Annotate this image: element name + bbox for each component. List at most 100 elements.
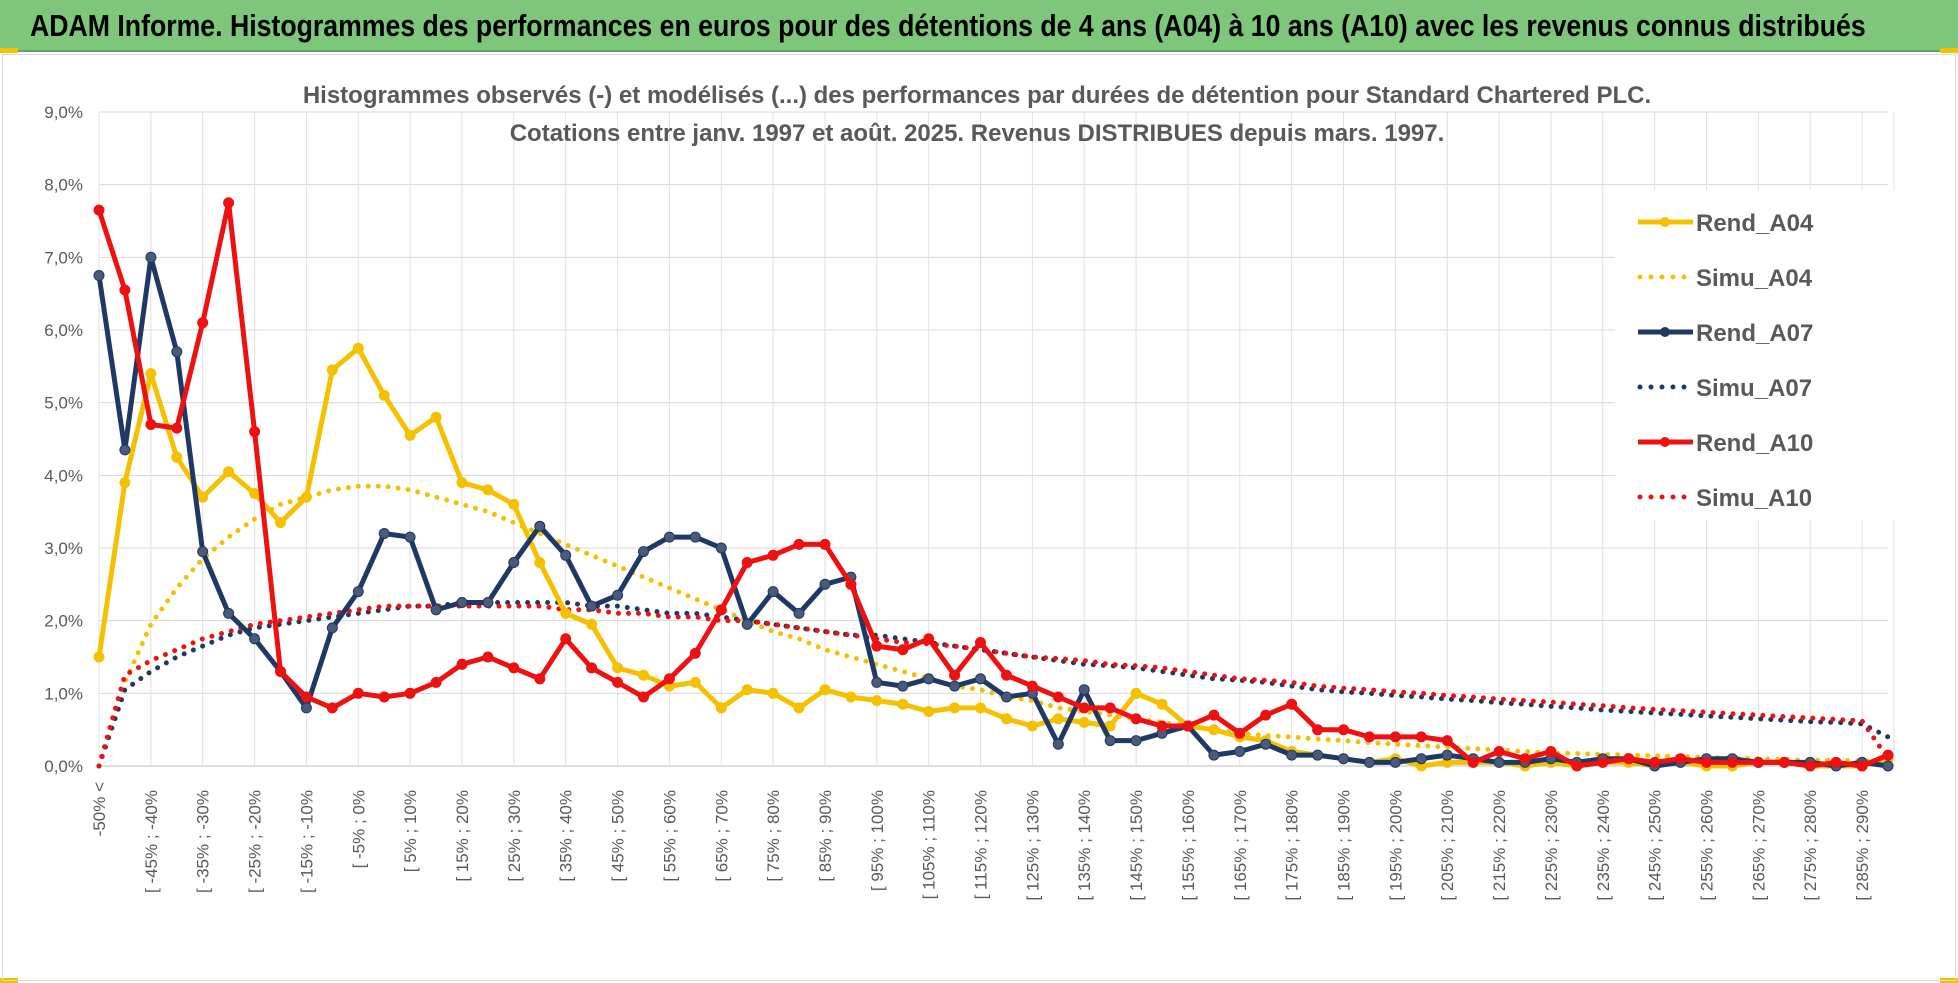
legend-marker	[1660, 217, 1670, 227]
data-point-rend_a07	[145, 251, 157, 263]
x-tick-label: [ 245% ; 250%	[1646, 790, 1665, 901]
data-point-rend_a07	[1260, 738, 1272, 750]
data-point-rend_a07	[1493, 756, 1505, 768]
data-point-rend_a04	[871, 695, 883, 707]
data-point-rend_a10	[612, 676, 624, 688]
data-point-rend_a07	[1363, 756, 1375, 768]
legend: Rend_A04 Simu_A04 Rend_A07 Simu_A07 Rend_A10…	[1637, 210, 1814, 512]
data-point-rend_a07	[300, 702, 312, 714]
x-tick-label: [ 185% ; 190%	[1335, 790, 1354, 901]
series-line-rend_a10	[96, 200, 1889, 769]
data-point-rend_a07	[975, 673, 986, 685]
chart-title-line-2: Cotations entre janv. 1997 et août. 2025…	[510, 120, 1445, 147]
data-point-rend_a07	[1286, 749, 1298, 761]
data-point-rend_a07	[1441, 749, 1453, 761]
x-tick-label: [ 65% ; 70%	[712, 790, 731, 882]
data-point-rend_a10	[482, 651, 494, 663]
data-point-rend_a10	[93, 204, 105, 216]
data-point-rend_a10	[1882, 749, 1894, 761]
x-tick-label: [ 35% ; 40%	[557, 790, 576, 882]
data-point-rend_a10	[1726, 756, 1738, 768]
data-point-rend_a10	[1623, 753, 1635, 765]
data-point-rend_a10	[1804, 760, 1816, 772]
corner-accent	[0, 48, 18, 53]
data-point-rend_a10	[119, 284, 131, 296]
data-point-rend_a04	[197, 491, 209, 503]
x-tick-label: [ 105% ; 110%	[920, 790, 939, 899]
data-point-rend_a07	[1052, 738, 1064, 750]
data-point-rend_a10	[1363, 731, 1375, 743]
corner-accent	[1940, 48, 1958, 53]
data-point-rend_a10	[197, 317, 209, 329]
data-point-rend_a07	[404, 531, 416, 543]
x-tick-label: [ 85% ; 90%	[816, 790, 835, 882]
data-point-rend_a04	[975, 702, 986, 714]
x-tick-label: [ 175% ; 180%	[1283, 790, 1302, 901]
x-tick-label: [ 255% ; 260%	[1698, 790, 1717, 901]
data-point-rend_a10	[534, 673, 546, 685]
y-tick-label: 6,0%	[44, 321, 83, 340]
x-tick-label: [ 285% ; 290%	[1853, 790, 1872, 901]
y-tick-label: 4,0%	[44, 466, 83, 485]
x-tick-label: [ 15% ; 20%	[453, 790, 472, 882]
data-point-rend_a10	[1675, 753, 1687, 765]
data-point-rend_a07	[508, 557, 520, 568]
data-point-rend_a10	[326, 702, 338, 714]
data-point-rend_a07	[715, 542, 727, 554]
data-point-rend_a07	[534, 520, 546, 532]
data-point-rend_a04	[482, 484, 494, 496]
data-point-rend_a07	[793, 607, 805, 619]
data-point-rend_a10	[1234, 727, 1246, 739]
data-point-rend_a10	[1441, 735, 1453, 747]
data-point-rend_a07	[197, 546, 209, 558]
data-point-rend_a04	[378, 389, 390, 401]
x-tick-label: [ 55% ; 60%	[660, 790, 679, 882]
data-point-rend_a10	[638, 691, 649, 703]
legend-label: Rend_A10	[1696, 430, 1813, 457]
data-point-rend_a07	[171, 346, 183, 358]
x-tick-label: [ 205% ; 210%	[1438, 790, 1457, 901]
data-point-rend_a07	[1338, 753, 1349, 765]
x-tick-label: [ 275% ; 280%	[1801, 790, 1820, 901]
data-point-rend_a10	[352, 687, 364, 699]
data-point-rend_a07	[741, 618, 753, 630]
data-point-rend_a10	[1312, 724, 1324, 736]
report-header: ADAM Informe. Histogrammes des performan…	[0, 0, 1958, 52]
x-tick-label: [ 45% ; 50%	[609, 790, 628, 882]
data-point-rend_a07	[612, 589, 624, 601]
data-point-rend_a10	[1519, 753, 1531, 765]
legend-label: Simu_A04	[1696, 265, 1813, 292]
legend-label: Simu_A07	[1696, 375, 1812, 402]
legend-item-simu_a07: Simu_A07	[1637, 375, 1812, 402]
data-point-rend_a07	[456, 597, 468, 608]
data-point-rend_a04	[223, 466, 235, 478]
data-point-rend_a07	[352, 586, 364, 598]
data-point-rend_a04	[508, 498, 520, 510]
data-point-rend_a07	[819, 578, 831, 590]
data-point-rend_a07	[871, 676, 883, 688]
legend-marker	[1660, 437, 1670, 447]
data-point-rend_a10	[1001, 669, 1012, 681]
data-point-rend_a10	[1338, 724, 1349, 736]
data-point-rend_a04	[1156, 698, 1168, 710]
x-tick-label: [ -25% ; -20%	[246, 790, 265, 893]
data-point-rend_a07	[430, 604, 442, 616]
legend-item-simu_a10: Simu_A10	[1637, 485, 1812, 512]
data-point-rend_a10	[871, 640, 883, 652]
data-point-rend_a10	[145, 419, 157, 430]
data-point-rend_a10	[1830, 756, 1842, 768]
data-point-rend_a10	[1649, 756, 1661, 768]
data-point-rend_a10	[1571, 760, 1583, 772]
data-point-rend_a10	[1856, 760, 1868, 772]
legend-item-rend_a04: Rend_A04	[1638, 210, 1814, 237]
data-point-rend_a07	[1389, 756, 1401, 768]
data-point-rend_a04	[715, 702, 727, 714]
data-point-rend_a04	[326, 364, 338, 376]
data-point-rend_a04	[897, 698, 909, 710]
data-point-rend_a10	[975, 637, 986, 648]
data-point-rend_a10	[1286, 698, 1298, 710]
data-point-rend_a07	[586, 600, 598, 612]
data-point-rend_a04	[767, 687, 779, 699]
data-point-rend_a10	[300, 691, 312, 703]
